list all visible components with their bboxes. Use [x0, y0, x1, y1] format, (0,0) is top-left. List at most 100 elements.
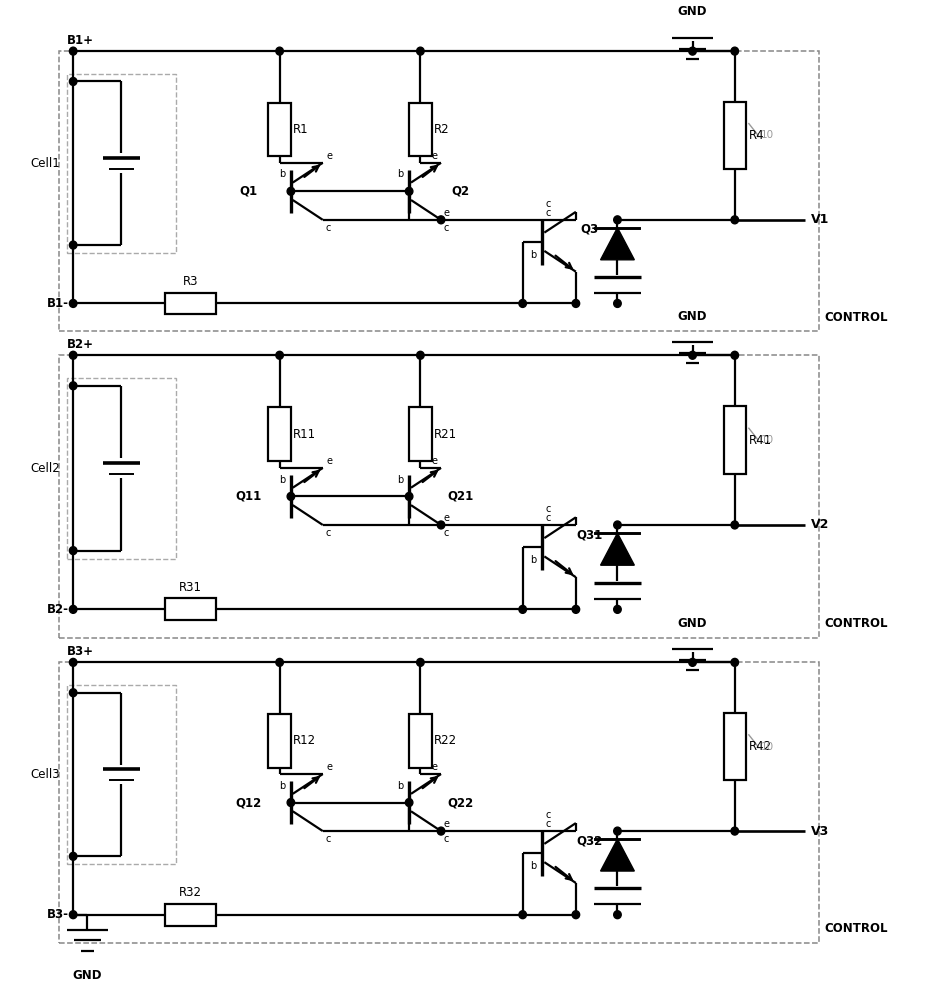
Text: e: e [431, 151, 437, 161]
Bar [723, 713, 746, 780]
Text: Q11: Q11 [235, 490, 261, 503]
Text: b: b [279, 475, 285, 485]
Text: B1-: B1- [46, 297, 69, 310]
Text: CONTROL: CONTROL [824, 311, 887, 324]
Circle shape [614, 605, 621, 613]
Text: R3: R3 [183, 275, 198, 288]
Bar [409, 407, 431, 461]
Text: Q3: Q3 [581, 223, 598, 236]
Bar [164, 904, 216, 926]
Circle shape [276, 351, 283, 359]
Text: GND: GND [678, 617, 707, 630]
Text: GND: GND [678, 5, 707, 18]
Circle shape [437, 521, 445, 529]
Circle shape [731, 658, 738, 666]
Text: R42: R42 [749, 740, 772, 753]
Circle shape [614, 521, 621, 529]
Text: e: e [444, 208, 450, 218]
Circle shape [416, 47, 424, 55]
Text: 10: 10 [761, 742, 774, 752]
Bar [67, 74, 177, 253]
Circle shape [731, 47, 738, 55]
Circle shape [70, 605, 76, 613]
Text: B3-: B3- [46, 908, 69, 921]
Circle shape [614, 299, 621, 307]
Circle shape [276, 658, 283, 666]
Circle shape [689, 47, 697, 55]
Text: V2: V2 [811, 518, 829, 531]
Circle shape [731, 351, 738, 359]
Circle shape [731, 216, 738, 224]
Circle shape [416, 351, 424, 359]
Text: Q2: Q2 [451, 185, 470, 198]
Circle shape [405, 187, 413, 195]
Text: c: c [546, 199, 551, 209]
Circle shape [689, 658, 697, 666]
Circle shape [276, 47, 283, 55]
Bar [59, 662, 819, 943]
Bar [409, 714, 431, 768]
Text: b: b [397, 781, 403, 791]
Polygon shape [600, 533, 634, 565]
Text: CONTROL: CONTROL [824, 617, 887, 630]
Text: c: c [326, 528, 331, 538]
Text: R4: R4 [749, 129, 765, 142]
Text: c: c [326, 223, 331, 233]
Text: V1: V1 [811, 213, 829, 226]
Circle shape [287, 799, 295, 807]
Bar [409, 103, 431, 156]
Polygon shape [600, 228, 634, 260]
Text: e: e [444, 819, 450, 829]
Text: B3+: B3+ [67, 645, 93, 658]
Circle shape [519, 605, 527, 613]
Circle shape [614, 216, 621, 224]
Circle shape [70, 351, 76, 359]
Text: Cell2: Cell2 [30, 462, 60, 475]
Bar [268, 103, 291, 156]
Circle shape [614, 911, 621, 919]
Circle shape [70, 689, 76, 697]
Text: Q31: Q31 [576, 528, 602, 541]
Circle shape [287, 492, 295, 500]
Circle shape [70, 658, 76, 666]
Circle shape [731, 521, 738, 529]
Text: Q1: Q1 [240, 185, 258, 198]
Circle shape [437, 827, 445, 835]
Text: b: b [531, 555, 537, 565]
Circle shape [70, 547, 76, 555]
Circle shape [519, 911, 527, 919]
Polygon shape [600, 839, 634, 871]
Bar [59, 355, 819, 638]
Text: Cell3: Cell3 [30, 768, 60, 781]
Circle shape [614, 827, 621, 835]
Text: c: c [444, 223, 449, 233]
Text: e: e [327, 151, 332, 161]
Circle shape [519, 299, 527, 307]
Bar [268, 714, 291, 768]
Text: b: b [397, 169, 403, 179]
Text: B2-: B2- [46, 603, 69, 616]
Text: c: c [546, 504, 551, 514]
Text: c: c [546, 513, 551, 523]
Bar [164, 598, 216, 620]
Text: c: c [546, 810, 551, 820]
Text: R22: R22 [433, 734, 457, 747]
Circle shape [572, 911, 580, 919]
Text: Q12: Q12 [235, 796, 261, 809]
Circle shape [70, 911, 76, 919]
Circle shape [405, 799, 413, 807]
Text: 10: 10 [761, 130, 774, 140]
Circle shape [689, 351, 697, 359]
Text: c: c [444, 834, 449, 844]
Text: e: e [327, 762, 332, 772]
Text: e: e [327, 456, 332, 466]
Text: GND: GND [73, 969, 102, 982]
Bar [723, 102, 746, 169]
Bar [59, 51, 819, 331]
Bar [268, 407, 291, 461]
Circle shape [70, 78, 76, 85]
Text: R11: R11 [293, 428, 316, 441]
Circle shape [437, 216, 445, 224]
Circle shape [731, 827, 738, 835]
Text: c: c [444, 528, 449, 538]
